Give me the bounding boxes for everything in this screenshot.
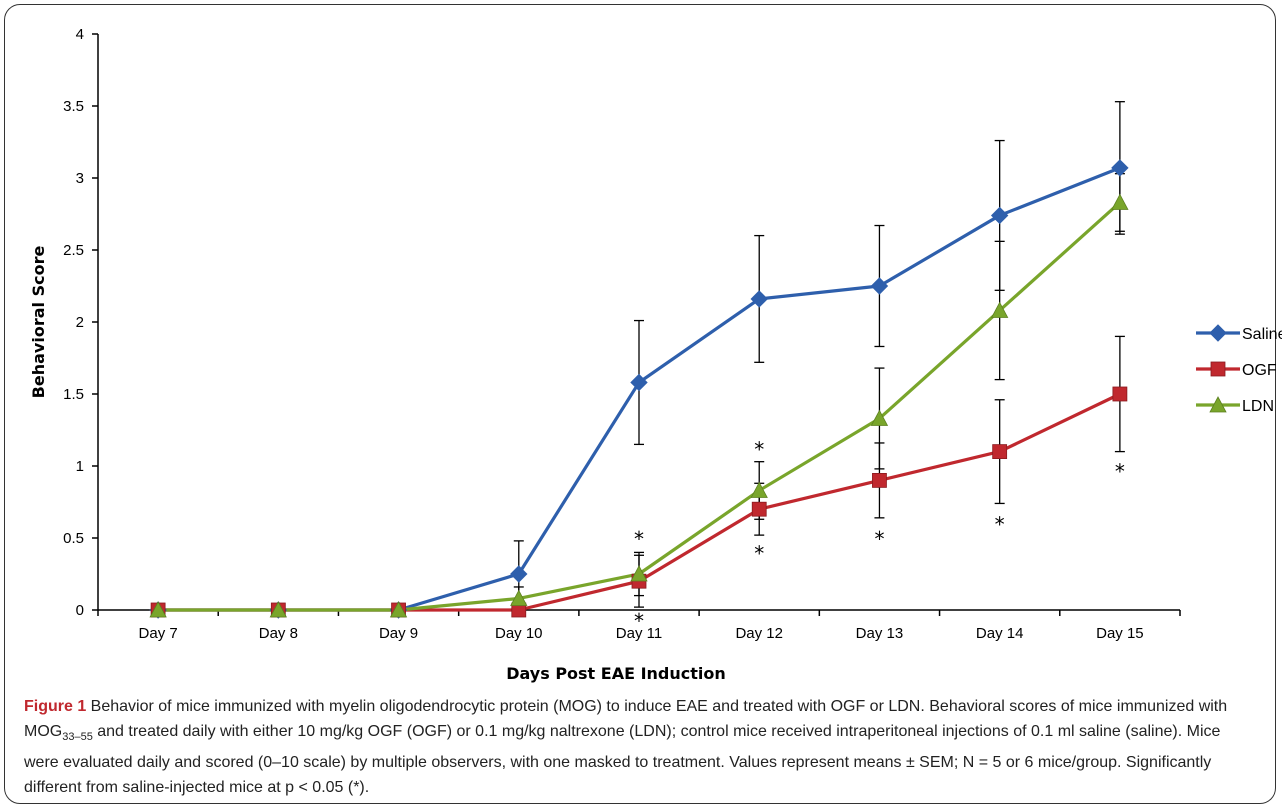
data-point-ogf bbox=[751, 501, 767, 517]
x-tick-label: Day 15 bbox=[1096, 625, 1144, 642]
x-tick-label: Day 7 bbox=[139, 625, 178, 642]
figure-frame bbox=[4, 4, 1276, 804]
y-tick-label: 2.5 bbox=[63, 242, 84, 259]
legend-marker-ldn bbox=[1209, 396, 1227, 413]
caption-subscript: 33–55 bbox=[62, 731, 93, 744]
y-tick-label: 1 bbox=[76, 458, 84, 475]
legend: Saline OGF LDN bbox=[1196, 324, 1282, 415]
y-axis-label: Behavioral Score bbox=[29, 246, 48, 399]
data-point-saline bbox=[630, 373, 648, 392]
data-point-ldn bbox=[870, 409, 889, 426]
y-tick-label: 2 bbox=[76, 314, 84, 331]
ticks: 0 0.5 1 1.5 2 2.5 3 3.5 4 Day 7 Day 8 Day 9 Day 10 Da… bbox=[63, 26, 1181, 642]
data-point-saline bbox=[990, 206, 1009, 225]
data-point-ldn bbox=[510, 589, 528, 606]
caption-label: Figure 1 bbox=[24, 698, 87, 715]
error-bars bbox=[513, 101, 1125, 611]
caption-text-2: and treated daily with either 10 mg/kg O… bbox=[24, 723, 1221, 797]
y-tick-label: 0.5 bbox=[63, 530, 84, 547]
significance-asterisk: * bbox=[754, 438, 764, 462]
x-axis-label: Days Post EAE Induction bbox=[506, 664, 726, 683]
significance-asterisk: * bbox=[1115, 459, 1125, 483]
data-point-ogf bbox=[992, 444, 1008, 460]
data-point-ldn bbox=[750, 481, 768, 498]
y-tick-label: 3.5 bbox=[63, 98, 84, 115]
data-point-ldn bbox=[991, 301, 1009, 318]
significance-asterisk: * bbox=[995, 513, 1005, 537]
data-point-saline bbox=[750, 290, 768, 308]
x-tick-label: Day 13 bbox=[856, 625, 904, 642]
series-markers bbox=[149, 159, 1129, 619]
significance-asterisk: * bbox=[634, 609, 644, 633]
x-tick-label: Day 8 bbox=[259, 625, 298, 642]
x-tick-label: Day 11 bbox=[616, 625, 662, 642]
significance-asterisk: * bbox=[874, 527, 884, 551]
significance-asterisk: * bbox=[634, 527, 644, 551]
data-point-ldn bbox=[389, 601, 408, 618]
x-tick-label: Day 10 bbox=[495, 625, 543, 642]
y-tick-label: 1.5 bbox=[63, 386, 84, 403]
legend-label-ldn: LDN bbox=[1242, 398, 1274, 415]
data-point-saline bbox=[510, 565, 528, 583]
x-tick-label: Day 12 bbox=[735, 625, 783, 642]
data-point-ogf bbox=[1112, 386, 1128, 402]
y-tick-label: 3 bbox=[76, 170, 84, 187]
legend-marker-ogf bbox=[1210, 361, 1226, 377]
data-point-saline bbox=[870, 277, 889, 295]
x-tick-label: Day 9 bbox=[379, 625, 418, 642]
significance-markers: * * * * * * * bbox=[634, 438, 1125, 633]
data-point-ldn bbox=[1111, 193, 1129, 210]
legend-marker-saline bbox=[1209, 324, 1227, 342]
y-tick-label: 0 bbox=[76, 602, 84, 619]
x-tick-label: Day 14 bbox=[976, 625, 1024, 642]
data-point-ogf bbox=[872, 472, 887, 488]
legend-label-saline: Saline bbox=[1242, 326, 1282, 343]
significance-asterisk: * bbox=[754, 541, 764, 565]
data-point-saline bbox=[1111, 159, 1129, 177]
y-tick-label: 4 bbox=[76, 26, 84, 43]
data-point-ldn bbox=[630, 565, 648, 582]
data-point-ldn bbox=[149, 601, 167, 618]
figure-caption: Figure 1 Behavior of mice immunized with… bbox=[24, 694, 1254, 800]
caption-text-1: Behavior of mice immunized with myelin o… bbox=[24, 698, 1228, 740]
legend-label-ogf: OGF bbox=[1242, 362, 1277, 379]
chart: 0 0.5 1 1.5 2 2.5 3 3.5 4 Day 7 Day 8 Day 9 Day 10 Da… bbox=[29, 26, 1282, 683]
data-point-ldn bbox=[269, 601, 288, 618]
